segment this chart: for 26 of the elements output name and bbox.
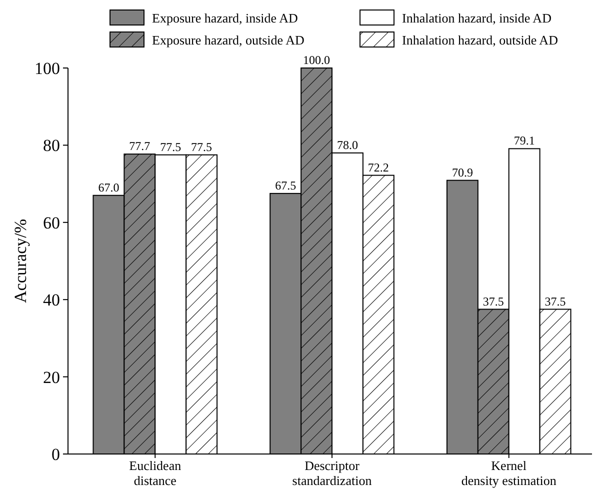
- y-tick-label: 80: [43, 136, 60, 156]
- data-label: 70.9: [452, 165, 473, 180]
- data-label: 67.0: [98, 180, 120, 194]
- y-tick-label: 20: [43, 368, 60, 387]
- x-tick-label: Euclidean distance: [129, 458, 182, 488]
- legend-label: Inhalation hazard, outside AD: [402, 32, 558, 48]
- data-label: 77.7: [129, 139, 150, 154]
- legend-label: Exposure hazard, inside AD: [152, 10, 298, 26]
- data-label: 72.2: [368, 160, 389, 174]
- data-label: 77.5: [191, 140, 212, 154]
- y-tick-label: 60: [43, 213, 60, 232]
- data-label: 78.0: [336, 138, 358, 152]
- data-label: 100.0: [303, 53, 330, 67]
- legend-label: Exposure hazard, outside AD: [152, 32, 304, 48]
- y-tick-label: 100: [34, 58, 60, 78]
- y-axis-title: Accuracy/%: [11, 218, 30, 304]
- y-tick-label: 0: [52, 444, 60, 464]
- data-label: 37.5: [482, 294, 504, 308]
- data-label: 37.5: [544, 294, 566, 308]
- data-label: 77.5: [160, 140, 182, 154]
- data-label: 67.5: [275, 178, 296, 192]
- x-tick-label: Kernel density estimation: [461, 458, 557, 488]
- legend-label: Inhalation hazard, inside AD: [402, 10, 552, 26]
- x-tick-label: Descriptor standardization: [292, 458, 372, 488]
- data-label: 79.1: [514, 134, 535, 148]
- y-tick-label: 40: [43, 290, 60, 310]
